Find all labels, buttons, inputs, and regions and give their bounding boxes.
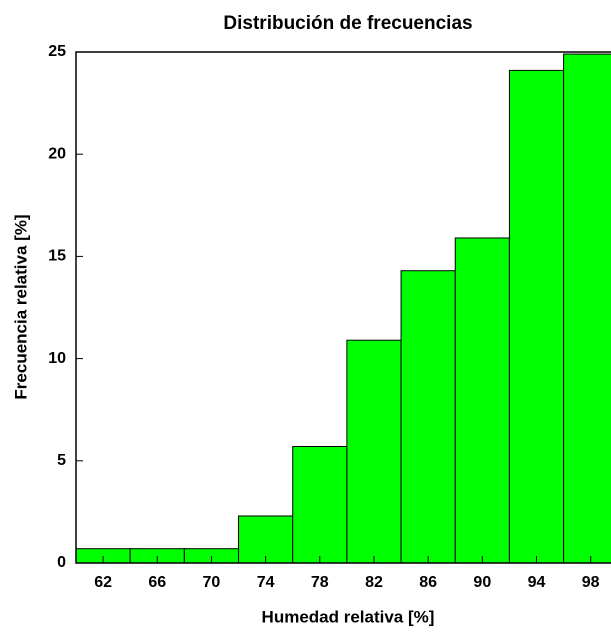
bar <box>292 445 348 564</box>
bar <box>400 270 456 564</box>
bar <box>346 339 402 564</box>
bar <box>563 53 611 564</box>
y-tick-label: 5 <box>57 452 66 469</box>
x-tick-label: 66 <box>148 574 166 591</box>
y-tick-label: 25 <box>48 43 66 60</box>
bar <box>238 515 294 564</box>
y-tick-label: 20 <box>48 145 66 162</box>
x-tick-label: 98 <box>582 574 600 591</box>
x-tick-label: 70 <box>203 574 221 591</box>
x-tick-label: 94 <box>528 574 546 591</box>
x-tick-label: 78 <box>311 574 329 591</box>
x-tick-label: 62 <box>94 574 112 591</box>
y-axis-label: Frecuencia relativa [%] <box>11 214 30 399</box>
bars <box>76 53 611 564</box>
x-axis-label: Humedad relativa [%] <box>262 607 435 626</box>
chart-title: Distribución de frecuencias <box>223 13 472 34</box>
y-tick-label: 10 <box>48 350 66 367</box>
bar <box>508 69 565 564</box>
plot-frame <box>75 51 611 564</box>
x-tick-label: 86 <box>419 574 437 591</box>
x-tick-label: 82 <box>365 574 383 591</box>
bar <box>454 237 510 564</box>
x-tick-label: 90 <box>473 574 491 591</box>
y-tick-label: 0 <box>57 554 66 571</box>
x-tick-label: 74 <box>257 574 275 591</box>
y-tick-label: 15 <box>48 248 66 265</box>
